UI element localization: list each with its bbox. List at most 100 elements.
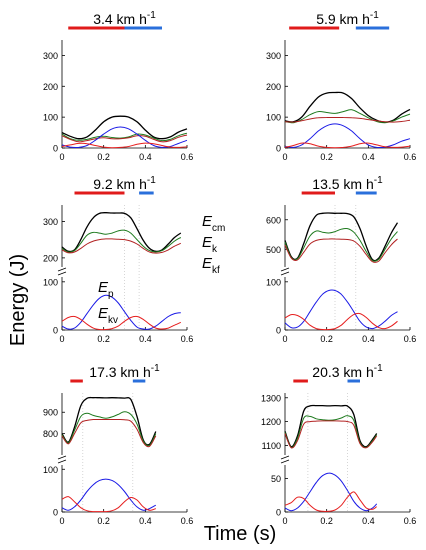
axis-break-mark [57, 455, 67, 464]
y-tick-label: 0 [276, 326, 281, 336]
x-tick-label: 0.6 [181, 334, 194, 344]
panel-1: 3.4 km h-1 0 100 200 300 0 0.2 0.4 0.6 [43, 10, 193, 162]
series-line-Ekv [61, 496, 156, 513]
y-tick-label: 0 [53, 326, 58, 336]
panel-title-superscript: -1 [147, 175, 156, 186]
axes-upper: 0 100 200 300 0 0.2 0.4 0.6 [266, 40, 416, 162]
panel-title: 5.9 km h-1 [316, 10, 379, 27]
panel-title-superscript: -1 [374, 363, 383, 374]
series-line-Ecm [61, 212, 182, 253]
label-Ek-sub: k [212, 244, 218, 255]
x-tick-label: 0.6 [181, 516, 194, 526]
y-tick-label: 50 [271, 474, 281, 484]
panel-title-text: 20.3 km h [312, 364, 373, 380]
series-line-Ep [61, 126, 188, 148]
x-tick-label: 0.4 [362, 152, 375, 162]
label-Ekf-sub: kf [212, 265, 220, 276]
panel-title: 9.2 km h-1 [93, 175, 156, 192]
y-tick-label: 900 [43, 408, 58, 418]
y-tick-label: 300 [266, 51, 281, 61]
y-tick-label: 500 [266, 245, 281, 255]
y-tick-label: 100 [266, 277, 281, 287]
label-Ekf: Ekf [202, 255, 220, 276]
label-Ekv-main: E [98, 305, 109, 322]
panel-title-superscript: -1 [147, 10, 156, 21]
panel-5: 17.3 km h-1 800 900 0 100 0 0.2 0.4 0.6 [43, 363, 193, 526]
series-line-Ekf [61, 134, 188, 143]
axes-upper: 200 300 [43, 205, 182, 267]
y-tick-label: 1300 [261, 393, 281, 403]
x-tick-label: 0.2 [97, 334, 110, 344]
y-tick-label: 200 [266, 82, 281, 92]
series-line-Ek [61, 411, 157, 447]
label-Ek: Ek [202, 234, 218, 255]
y-tick-label: 600 [266, 215, 281, 225]
y-axis-label: Energy (J) [7, 254, 29, 346]
label-Ep-sub: p [108, 289, 114, 300]
x-tick-label: 0 [282, 152, 287, 162]
axes-lower: 0 100 0 0.2 0.4 0.6 [43, 267, 194, 344]
series-line-Ek [284, 227, 398, 262]
x-tick-label: 0.2 [320, 152, 333, 162]
panel-title-superscript: -1 [370, 10, 379, 21]
label-Ep: Ep [98, 279, 114, 300]
x-tick-label: 0 [59, 516, 64, 526]
x-tick-label: 0.2 [97, 152, 110, 162]
series-line-Ekf [284, 116, 411, 123]
panel-6: 20.3 km h-1 1100 1200 1300 0 50 0 0.2 0.4 0.6 [261, 363, 416, 526]
x-tick-label: 0 [282, 334, 287, 344]
y-tick-label: 0 [276, 508, 281, 518]
series-line-Ep [61, 478, 157, 511]
series-line-Ep [284, 472, 378, 512]
panel-title-text: 9.2 km h [93, 176, 147, 192]
x-tick-label: 0.4 [139, 152, 152, 162]
x-tick-label: 0.6 [404, 152, 417, 162]
label-Ecm: Ecm [202, 213, 225, 234]
series-line-Ecm [61, 115, 188, 140]
y-tick-label: 0 [276, 144, 281, 154]
y-tick-label: 300 [43, 217, 58, 227]
y-tick-label: 100 [43, 277, 58, 287]
axis-break-mark [280, 267, 290, 276]
series-line-Ekf [61, 418, 157, 448]
axes-upper: 1100 1200 1300 [261, 393, 378, 455]
y-tick-label: 200 [43, 82, 58, 92]
panel-title-text: 3.4 km h [93, 11, 147, 27]
y-tick-label: 0 [53, 144, 58, 154]
series-line-Ep [284, 123, 411, 149]
label-Ek-main: E [202, 234, 213, 251]
x-axis-label: Time (s) [204, 523, 277, 545]
x-tick-label: 0.6 [404, 516, 417, 526]
y-tick-label: 300 [43, 51, 58, 61]
series-line-Ekv [284, 142, 411, 149]
x-tick-label: 0.6 [181, 152, 194, 162]
label-Ep-main: E [98, 279, 109, 296]
y-tick-label: 1200 [261, 417, 281, 427]
x-tick-label: 0 [59, 334, 64, 344]
x-tick-label: 0.4 [139, 516, 152, 526]
panel-title-superscript: -1 [151, 363, 160, 374]
axes-upper: 800 900 [43, 393, 157, 455]
panel-2: 5.9 km h-1 0 100 200 300 0 0.2 0.4 0.6 [266, 10, 416, 162]
label-Ekv: Ekv [98, 305, 118, 326]
x-tick-label: 0.2 [320, 516, 333, 526]
x-tick-label: 0 [282, 516, 287, 526]
panel-title-superscript: -1 [374, 175, 383, 186]
series-line-Ecm [284, 212, 399, 262]
x-tick-label: 0.4 [139, 334, 152, 344]
x-tick-label: 0.4 [362, 334, 375, 344]
y-tick-label: 100 [43, 465, 58, 475]
axis-break-mark [280, 455, 290, 464]
series-line-Ecm [284, 404, 378, 448]
axes-upper: 0 100 200 300 0 0.2 0.4 0.6 [43, 40, 193, 162]
series-line-Ekf [284, 420, 378, 449]
series-line-Ek [61, 132, 188, 142]
y-tick-label: 100 [43, 113, 58, 123]
label-Ecm-main: E [202, 213, 213, 230]
panel-title-text: 13.5 km h [312, 176, 373, 192]
y-tick-label: 200 [43, 253, 58, 263]
x-tick-label: 0.4 [362, 516, 375, 526]
